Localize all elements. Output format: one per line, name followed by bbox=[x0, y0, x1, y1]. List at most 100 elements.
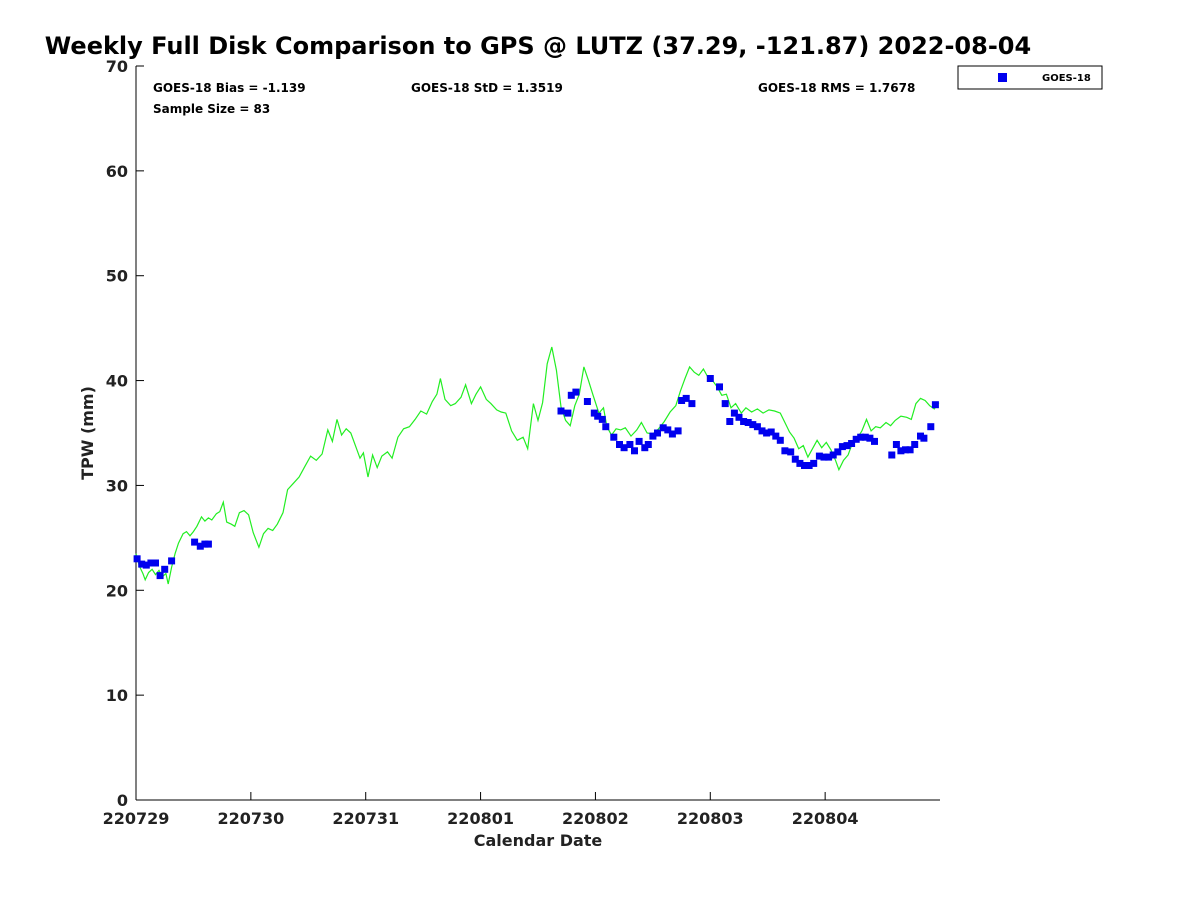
goes18-data-point bbox=[758, 427, 766, 435]
legend: GOES-18 bbox=[957, 65, 1103, 90]
y-axis-ticks: 0 10 20 30 40 50 60 70 bbox=[106, 57, 144, 810]
x-axis-label: Calendar Date bbox=[474, 831, 603, 850]
goes18-data-point bbox=[829, 451, 837, 459]
goes18-data-point bbox=[678, 397, 686, 404]
goes18-data-point bbox=[161, 565, 169, 573]
goes18-data-point bbox=[927, 423, 935, 431]
y-axis-label: TPW (mm) bbox=[78, 386, 97, 480]
goes18-data-point bbox=[191, 538, 199, 546]
goes18-data-point bbox=[668, 430, 676, 438]
sample-size-stat: Sample Size = 83 bbox=[153, 102, 270, 116]
goes18-data-point bbox=[772, 432, 780, 440]
goes18-data-point bbox=[871, 437, 878, 445]
goes18-data-point bbox=[204, 540, 212, 548]
x-tick-label: 220804 bbox=[792, 809, 859, 828]
goes18-data-point bbox=[168, 557, 176, 565]
goes18-data-point bbox=[138, 560, 146, 568]
goes18-data-point bbox=[781, 447, 789, 455]
goes18-data-point bbox=[133, 555, 141, 563]
goes18-data-point bbox=[791, 455, 799, 463]
x-tick-label: 220802 bbox=[562, 809, 629, 828]
goes18-data-point bbox=[866, 434, 874, 442]
goes18-data-point bbox=[644, 441, 652, 448]
goes18-data-point bbox=[598, 415, 606, 423]
goes18-data-point bbox=[726, 418, 734, 425]
goes18-data-point bbox=[767, 428, 775, 436]
goes18-data-point bbox=[620, 444, 628, 452]
y-tick-label: 60 bbox=[106, 162, 128, 181]
goes18-data-point bbox=[649, 432, 657, 440]
std-stat: GOES-18 StD = 1.3519 bbox=[411, 81, 563, 95]
bias-stat: GOES-18 Bias = -1.139 bbox=[153, 81, 306, 95]
y-tick-label: 0 bbox=[117, 791, 128, 810]
goes18-data-point bbox=[688, 400, 696, 408]
goes18-data-point bbox=[740, 418, 748, 425]
gps-series-line bbox=[135, 346, 940, 585]
x-tick-label: 220730 bbox=[217, 809, 284, 828]
goes18-data-point bbox=[815, 452, 823, 460]
legend-box bbox=[957, 65, 1103, 90]
goes18-data-point bbox=[796, 459, 804, 467]
goes18-data-point bbox=[706, 375, 714, 382]
goes18-data-point bbox=[892, 441, 900, 448]
goes18-data-point bbox=[897, 447, 905, 455]
goes18-data-point bbox=[861, 433, 869, 441]
goes18-data-point bbox=[196, 542, 204, 550]
goes18-data-point bbox=[838, 443, 846, 451]
goes18-data-point bbox=[852, 435, 860, 443]
goes18-data-point bbox=[142, 561, 150, 569]
x-tick-label: 220731 bbox=[332, 809, 399, 828]
goes18-data-point bbox=[763, 429, 771, 437]
goes18-data-point bbox=[594, 412, 602, 420]
goes18-data-point bbox=[920, 434, 928, 442]
legend-goes18-marker bbox=[998, 73, 1007, 82]
goes18-data-point bbox=[674, 427, 682, 435]
goes18-data-point bbox=[906, 446, 914, 454]
goes18-data-point bbox=[659, 424, 667, 432]
goes18-data-point bbox=[902, 446, 909, 454]
goes18-data-point bbox=[716, 383, 723, 391]
y-tick-label: 30 bbox=[106, 476, 128, 495]
goes18-data-point bbox=[572, 388, 580, 396]
goes18-data-point bbox=[631, 447, 638, 455]
goes18-data-point bbox=[744, 419, 752, 426]
goes18-data-point bbox=[152, 559, 159, 567]
goes18-data-point bbox=[156, 572, 164, 580]
goes18-data-point bbox=[730, 409, 738, 417]
x-tick-label: 220729 bbox=[103, 809, 170, 828]
goes18-data-point bbox=[820, 453, 828, 461]
goes18-data-point bbox=[825, 453, 833, 461]
goes18-data-point bbox=[616, 441, 623, 448]
goes18-data-point bbox=[857, 433, 865, 441]
x-tick-label: 220801 bbox=[447, 809, 514, 828]
goes18-data-point bbox=[888, 451, 896, 459]
rms-stat: GOES-18 RMS = 1.7678 bbox=[758, 81, 915, 95]
goes18-data-point bbox=[610, 433, 618, 441]
goes18-data-point bbox=[848, 440, 856, 447]
goes18-data-point bbox=[664, 426, 672, 434]
goes18-data-point bbox=[805, 462, 813, 469]
goes18-data-point bbox=[776, 436, 784, 444]
y-tick-label: 70 bbox=[106, 57, 128, 76]
goes18-data-point bbox=[834, 448, 842, 456]
goes18-data-point bbox=[753, 423, 761, 431]
goes18-data-point bbox=[721, 400, 729, 408]
x-tick-label: 220803 bbox=[677, 809, 744, 828]
y-tick-label: 10 bbox=[106, 686, 128, 705]
goes18-data-point bbox=[635, 437, 643, 445]
legend-goes18-label: GOES-18 bbox=[1042, 73, 1091, 84]
goes18-data-point bbox=[567, 391, 575, 399]
y-tick-label: 50 bbox=[106, 267, 128, 286]
goes18-data-point bbox=[147, 559, 155, 567]
goes18-data-point bbox=[801, 462, 808, 469]
goes18-data-point bbox=[787, 448, 795, 456]
y-tick-label: 20 bbox=[106, 581, 128, 600]
y-tick-label: 40 bbox=[106, 372, 128, 391]
goes18-data-point bbox=[654, 429, 661, 437]
goes18-data-point bbox=[557, 407, 565, 415]
goes18-data-point bbox=[810, 459, 818, 467]
goes18-data-point bbox=[682, 394, 690, 402]
goes18-data-point bbox=[749, 421, 757, 429]
goes18-series-markers bbox=[133, 375, 939, 580]
